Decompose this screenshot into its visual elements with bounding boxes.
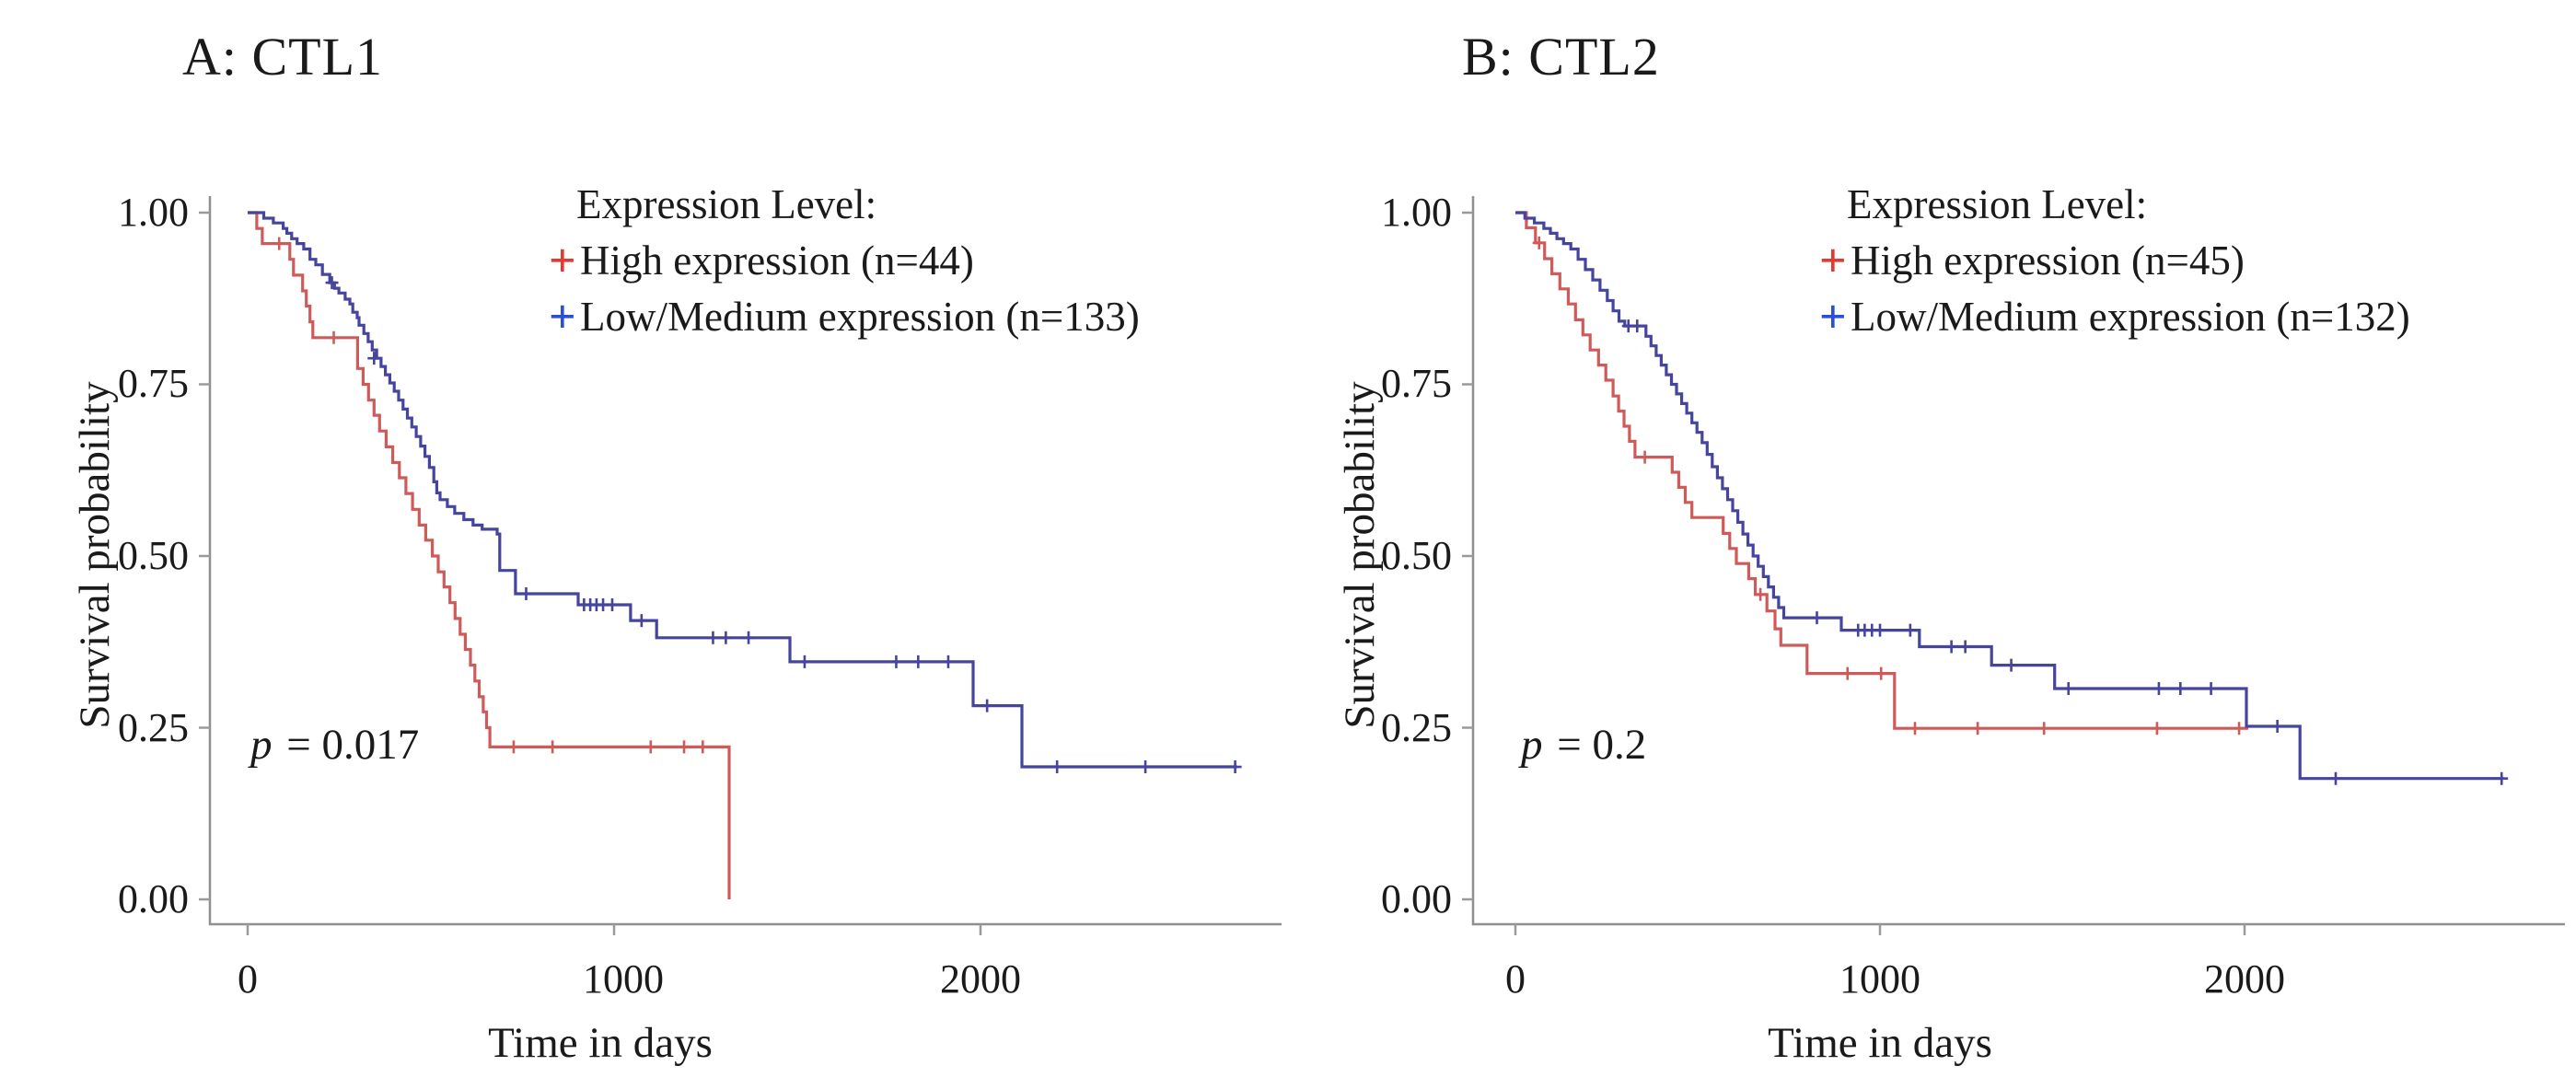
censor-tick-icon [506, 740, 520, 754]
censor-tick-icon [1638, 450, 1652, 464]
axis-line [208, 196, 1282, 926]
censor-tick-icon [797, 655, 811, 668]
censor-tick-icon [644, 740, 657, 754]
censor-tick-icon [2004, 658, 2018, 672]
censor-tick-icon [706, 631, 720, 644]
censor-tick-icon [678, 740, 691, 754]
censor-tick-icon [1840, 666, 1854, 680]
censor-tick-icon [1874, 623, 1886, 637]
censor-tick-icon [2495, 771, 2509, 785]
y-tick-label: 0.50 [118, 533, 189, 578]
censor-tick-icon [2233, 722, 2246, 736]
y-tick-label: 0.50 [1381, 533, 1452, 578]
low-medium-expression-survival-curve [1515, 211, 2504, 781]
y-tick-label: 0.00 [1381, 876, 1452, 921]
y-tick-label: 0.75 [118, 361, 189, 406]
y-tick-label: 0.25 [1381, 705, 1452, 750]
plus-marker-icon: + [1819, 290, 1847, 343]
legend-title: Expression Level: [1847, 181, 2148, 227]
p-symbol: p [250, 721, 273, 769]
low-medium-expression-survival-curve [248, 211, 1237, 769]
censor-tick-icon [546, 740, 560, 754]
legend-entry-label: High expression (n=45) [1851, 237, 2245, 284]
x-tick-label: 1000 [1839, 956, 1920, 1002]
y-tick-label: 1.00 [1381, 190, 1452, 235]
censor-tick-icon [1630, 319, 1644, 333]
legend-entry-label: Low/Medium expression (n=132) [1851, 294, 2410, 340]
censor-tick-icon [696, 740, 710, 754]
censor-tick-icon [1944, 640, 1958, 654]
x-tick-label: 0 [238, 956, 258, 1002]
panel-a-p-value: p = 0.017 [250, 720, 419, 770]
censor-tick-icon [2150, 722, 2164, 736]
p-symbol: p [1521, 721, 1543, 769]
censor-tick-icon [742, 631, 756, 644]
legend-entry-high: + High expression (n=44) [549, 234, 1140, 287]
censor-tick-icon [719, 631, 733, 644]
legend-entry-low-medium: + Low/Medium expression (n=133) [549, 290, 1140, 343]
censor-tick-icon [1874, 666, 1888, 680]
censor-tick-icon [981, 699, 994, 712]
axis-line [1471, 196, 2565, 926]
y-tick-label: 0.25 [118, 705, 189, 750]
censor-tick-icon [634, 614, 648, 628]
censor-tick-icon [1754, 587, 1768, 601]
censor-tick-icon [519, 587, 533, 601]
censor-tick-icon [2270, 720, 2284, 734]
censor-tick-icon [1050, 760, 1064, 774]
panel-b-title: B: CTL2 [1462, 27, 1660, 87]
legend-entry-label: High expression (n=44) [580, 237, 974, 284]
y-tick-label: 0.75 [1381, 361, 1452, 406]
censor-tick-icon [325, 276, 339, 290]
censor-tick-icon [911, 655, 925, 668]
y-tick-label: 0.00 [118, 876, 189, 921]
censor-tick-icon [1532, 236, 1546, 249]
censor-tick-icon [1810, 611, 1824, 625]
censor-tick-icon [889, 655, 903, 668]
x-tick-label: 2000 [940, 956, 1021, 1002]
censor-tick-icon [1228, 760, 1242, 774]
plus-marker-icon: + [549, 234, 576, 287]
censor-tick-icon [1909, 722, 1922, 736]
panel-a-title: A: CTL1 [182, 27, 384, 87]
high-expression-survival-curve [248, 211, 731, 899]
censor-tick-icon [2174, 681, 2187, 695]
censor-tick-icon [367, 352, 381, 365]
legend-entry-low-medium: + Low/Medium expression (n=132) [1819, 290, 2410, 343]
censor-tick-icon [273, 237, 286, 250]
legend-title: Expression Level: [576, 181, 877, 227]
panel-a-x-axis-label: Time in days [488, 1019, 713, 1067]
censor-tick-icon [1903, 623, 1917, 637]
legend-entry-high: + High expression (n=45) [1819, 234, 2410, 287]
censor-tick-icon [2061, 681, 2075, 695]
censor-tick-icon [2329, 771, 2342, 785]
censor-tick-icon [1139, 760, 1153, 774]
x-tick-label: 2000 [2204, 956, 2285, 1002]
censor-tick-icon [941, 655, 955, 668]
panel-b-x-axis-label: Time in days [1768, 1019, 1992, 1067]
censor-tick-icon [1971, 722, 1985, 736]
panel-b-p-value: p = 0.2 [1521, 720, 1646, 770]
p-value-text: = 0.017 [286, 721, 420, 769]
p-value-text: = 0.2 [1557, 721, 1647, 769]
y-tick-label: 1.00 [118, 190, 189, 235]
censor-tick-icon [2204, 681, 2218, 695]
censor-tick-icon [606, 597, 620, 611]
panel-b-legend: Expression Level: + High expression (n=4… [1819, 181, 2410, 343]
censor-tick-icon [1958, 640, 1972, 654]
legend-entry-label: Low/Medium expression (n=133) [580, 294, 1140, 340]
x-tick-label: 1000 [583, 956, 664, 1002]
plus-marker-icon: + [549, 290, 576, 343]
x-tick-label: 0 [1505, 956, 1526, 1002]
censor-tick-icon [2152, 681, 2165, 695]
plus-marker-icon: + [1819, 234, 1847, 287]
censor-tick-icon [327, 330, 341, 344]
panel-a-legend: Expression Level: + High expression (n=4… [549, 181, 1140, 343]
censor-tick-icon [2037, 722, 2051, 736]
